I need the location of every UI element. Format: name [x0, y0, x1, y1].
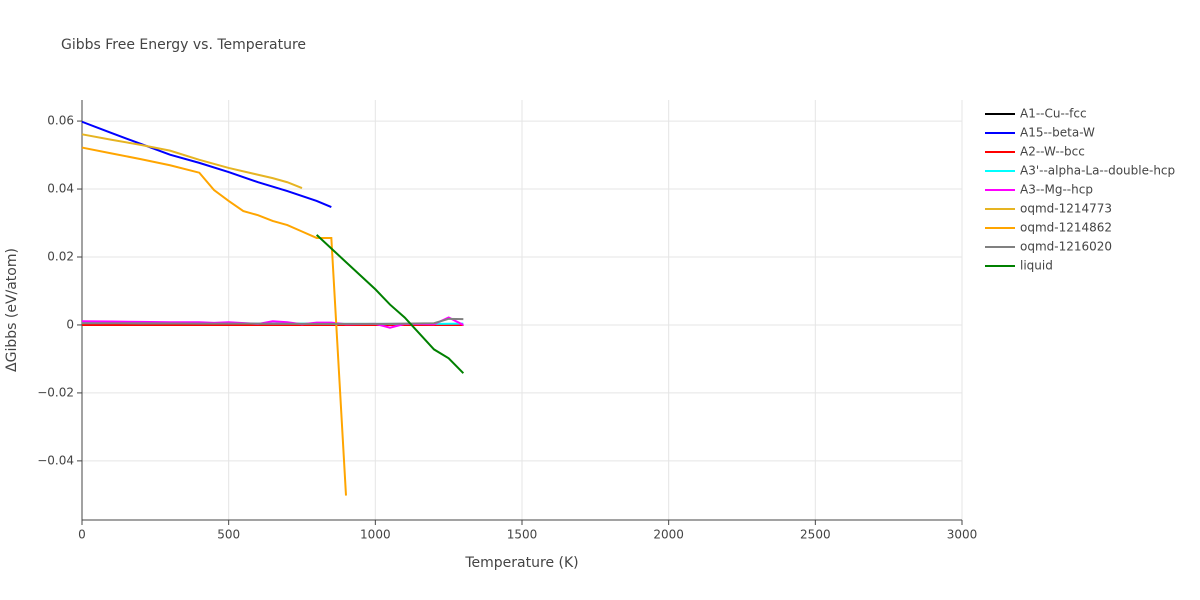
- x-tick-label: 1500: [507, 528, 538, 542]
- series-line: [315, 234, 465, 374]
- legend-label: A1--Cu--fcc: [1020, 107, 1087, 121]
- y-tick-label: 0.04: [47, 182, 74, 196]
- legend-label: oqmd-1216020: [1020, 240, 1112, 254]
- series-line: [81, 133, 303, 189]
- legend-label: oqmd-1214773: [1020, 202, 1112, 216]
- series-line: [81, 120, 332, 208]
- legend-label: oqmd-1214862: [1020, 221, 1112, 235]
- y-tick-label: 0.02: [47, 249, 74, 263]
- legend-label: A3--Mg--hcp: [1020, 183, 1093, 197]
- series-line: [81, 146, 347, 496]
- y-tick-label: 0: [66, 317, 74, 331]
- x-tick-label: 2000: [653, 528, 684, 542]
- x-tick-label: 1000: [360, 528, 391, 542]
- legend-label: A15--beta-W: [1020, 126, 1095, 140]
- chart-title: Gibbs Free Energy vs. Temperature: [61, 37, 306, 53]
- y-tick-label: 0.06: [47, 114, 74, 128]
- y-axis-title: ΔGibbs (eV/atom): [4, 248, 20, 372]
- legend-label: A2--W--bcc: [1020, 145, 1085, 159]
- x-axis-title: Temperature (K): [464, 555, 578, 571]
- x-tick-label: 0: [78, 528, 86, 542]
- x-tick-label: 2500: [800, 528, 831, 542]
- y-tick-label: −0.02: [37, 385, 74, 399]
- x-tick-label: 500: [217, 528, 240, 542]
- legend-label: A3'--alpha-La--double-hcp: [1020, 164, 1175, 178]
- legend-label: liquid: [1020, 259, 1053, 273]
- x-tick-label: 3000: [947, 528, 978, 542]
- series-line: [82, 317, 464, 325]
- y-tick-label: −0.04: [37, 453, 74, 467]
